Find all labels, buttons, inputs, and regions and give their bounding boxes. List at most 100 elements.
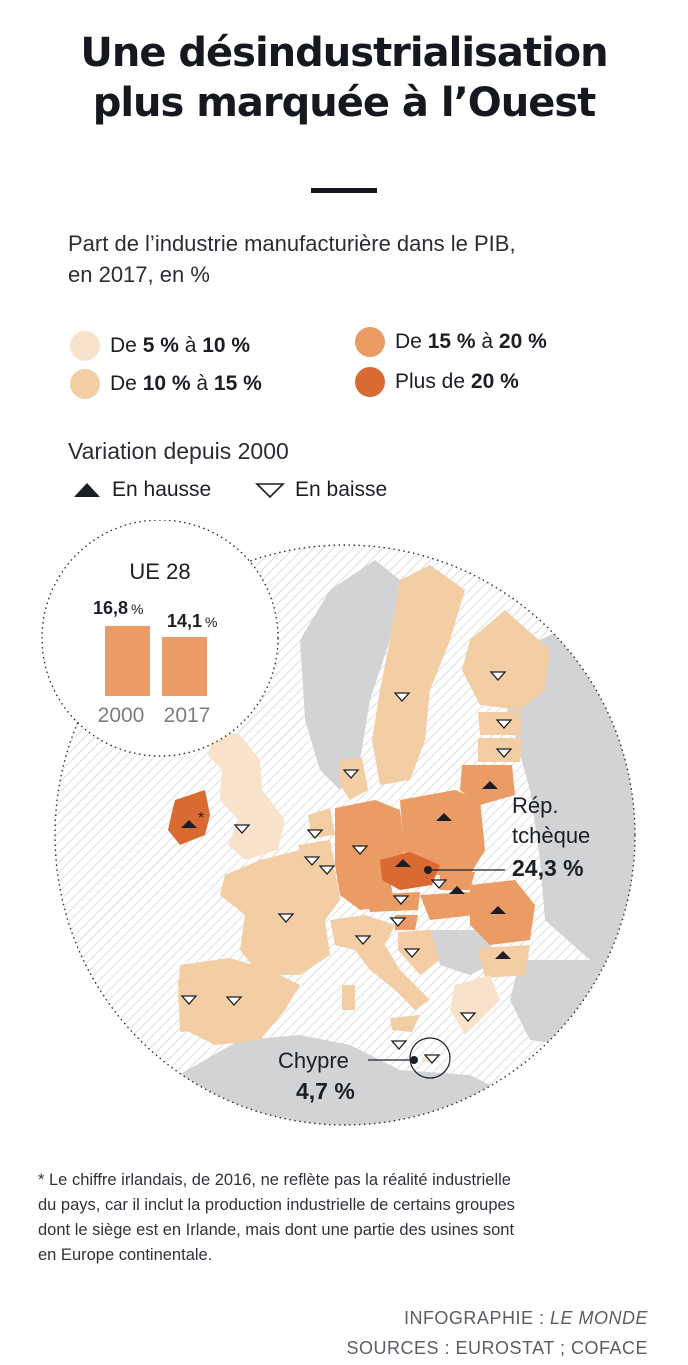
czech-callout-value: 24,3 % [512, 855, 584, 881]
legend-label-15-20: De 15 % à 20 % [395, 330, 547, 353]
legend-item-15-20: De 15 % à 20 % [355, 327, 547, 357]
marker-down-greece [459, 1012, 477, 1022]
marker-up-lithuania [482, 781, 498, 789]
marker-down-croatia [403, 948, 421, 958]
legend-dot-15-20 [355, 327, 385, 357]
legend-down-label: En baisse [295, 478, 388, 501]
marker-down-latvia [495, 748, 513, 758]
country-ireland [168, 790, 210, 845]
footnote-line-4: en Europe continentale. [38, 1246, 213, 1264]
credits: INFOGRAPHIE : LE MONDE SOURCES : EUROSTA… [346, 1303, 648, 1363]
inset-value-2017-number: 14,1 [167, 611, 202, 631]
eu28-inset: UE 28 16,8% 14,1% 2000 2017 [41, 520, 279, 757]
inset-value-2000-number: 16,8 [93, 598, 128, 618]
marker-down-finland [489, 671, 507, 681]
marker-up-bulgaria [495, 951, 511, 959]
country-greece [450, 975, 500, 1035]
country-sweden [372, 565, 465, 785]
marker-down-slovenia [389, 917, 407, 927]
country-italy [330, 915, 430, 1010]
country-sardinia [342, 985, 355, 1010]
country-poland [400, 790, 485, 875]
marker-down-spain [225, 996, 243, 1006]
marker-down-slovakia [430, 879, 448, 889]
legend-label-10-15: De 10 % à 15 % [110, 372, 262, 395]
inset-bar-2017 [162, 637, 207, 696]
country-sicily [390, 1015, 420, 1032]
credits-line-2: SOURCES : EUROSTAT ; COFACE [346, 1338, 648, 1358]
footnote-line-1: * Le chiffre irlandais, de 2016, ne refl… [38, 1171, 511, 1189]
marker-down-portugal [180, 995, 198, 1005]
inset-bar-2000 [105, 626, 150, 696]
marker-down-malta [390, 1040, 408, 1050]
legend-down: En baisse [255, 478, 387, 502]
europe-map: * Rép. tchèque 24,3 % Chypre 4,7 % UE 28… [41, 520, 636, 1126]
title-line-2: plus marquée à l’Ouest [92, 80, 597, 126]
czech-callout-dot [424, 866, 432, 874]
inset-value-2017-unit: % [205, 614, 217, 630]
subtitle-line-1: Part de l’industrie manufacturière dans … [68, 231, 516, 256]
legend-dot-20-plus [355, 367, 385, 397]
footnote-line-2: du pays, car il inclut la production ind… [38, 1196, 515, 1214]
marker-down-uk [233, 824, 251, 834]
triangle-down-icon [255, 483, 285, 499]
legend-item-5-10: De 5 % à 10 % [70, 331, 250, 361]
inset-year-2017: 2017 [164, 704, 211, 727]
country-croatia [398, 930, 440, 975]
legend-dot-10-15 [70, 369, 100, 399]
country-finland [462, 610, 550, 710]
cyprus-highlight-circle [409, 1037, 451, 1079]
cyprus-callout-dot [410, 1056, 418, 1064]
marker-down-france [277, 913, 295, 923]
legend-label-20-plus: Plus de 20 % [395, 370, 519, 393]
marker-up-romania [490, 906, 506, 914]
legend-dot-5-10 [70, 331, 100, 361]
inset-circle [41, 520, 279, 757]
marker-down-estonia [495, 719, 513, 729]
country-hungary [420, 892, 475, 920]
legend-label-5-10: De 5 % à 10 % [110, 334, 251, 357]
inset-value-2000-unit: % [131, 601, 143, 617]
footnote: * Le chiffre irlandais, de 2016, ne refl… [38, 1168, 638, 1268]
triangle-up-icon [74, 483, 100, 497]
country-slovakia [440, 870, 475, 890]
marker-up-poland [436, 813, 452, 821]
marker-up-ireland [181, 820, 197, 828]
marker-down-netherlands [306, 829, 324, 839]
inset-value-2000: 16,8% [93, 598, 144, 618]
country-czech-republic [380, 852, 440, 890]
page-title: Une désindustrialisation plus marquée à … [0, 28, 688, 128]
marker-down-belgium [303, 856, 321, 866]
legend-up-label: En hausse [112, 478, 212, 501]
czech-callout-name-1: Rép. [512, 793, 558, 818]
czech-callout-name-2: tchèque [512, 823, 590, 848]
marker-down-luxembourg [318, 865, 336, 875]
marker-up-hungary [449, 886, 465, 894]
country-spain [178, 958, 300, 1045]
ireland-asterisk: * [198, 810, 204, 827]
marker-up-czech [395, 859, 411, 867]
title-divider [311, 188, 377, 193]
map-circle-outline [54, 544, 636, 1126]
subtitle-line-2: en 2017, en % [68, 262, 210, 287]
country-bulgaria [478, 945, 530, 978]
legend-item-10-15: De 10 % à 15 % [70, 369, 262, 399]
cyprus-callout-name: Chypre [278, 1048, 349, 1073]
country-portugal [178, 978, 198, 1032]
legend-up: En hausse [72, 478, 211, 502]
inset-value-2017: 14,1% [167, 611, 218, 631]
variation-markers [180, 671, 513, 1064]
credits-line-1: INFOGRAPHIE : LE MONDE [403, 1308, 648, 1328]
footnote-line-3: dont le siège est en Irlande, mais dont … [38, 1221, 515, 1239]
country-austria [365, 892, 420, 912]
legend-item-20-plus: Plus de 20 % [355, 367, 519, 397]
marker-down-germany [351, 845, 369, 855]
subtitle: Part de l’industrie manufacturière dans … [68, 228, 648, 290]
country-france [220, 850, 340, 975]
inset-title: UE 28 [129, 559, 190, 584]
country-denmark [340, 758, 368, 800]
cyprus-callout-value: 4,7 % [296, 1078, 355, 1104]
marker-down-italy [354, 935, 372, 945]
marker-down-austria [392, 895, 410, 905]
variation-title: Variation depuis 2000 [68, 438, 289, 464]
